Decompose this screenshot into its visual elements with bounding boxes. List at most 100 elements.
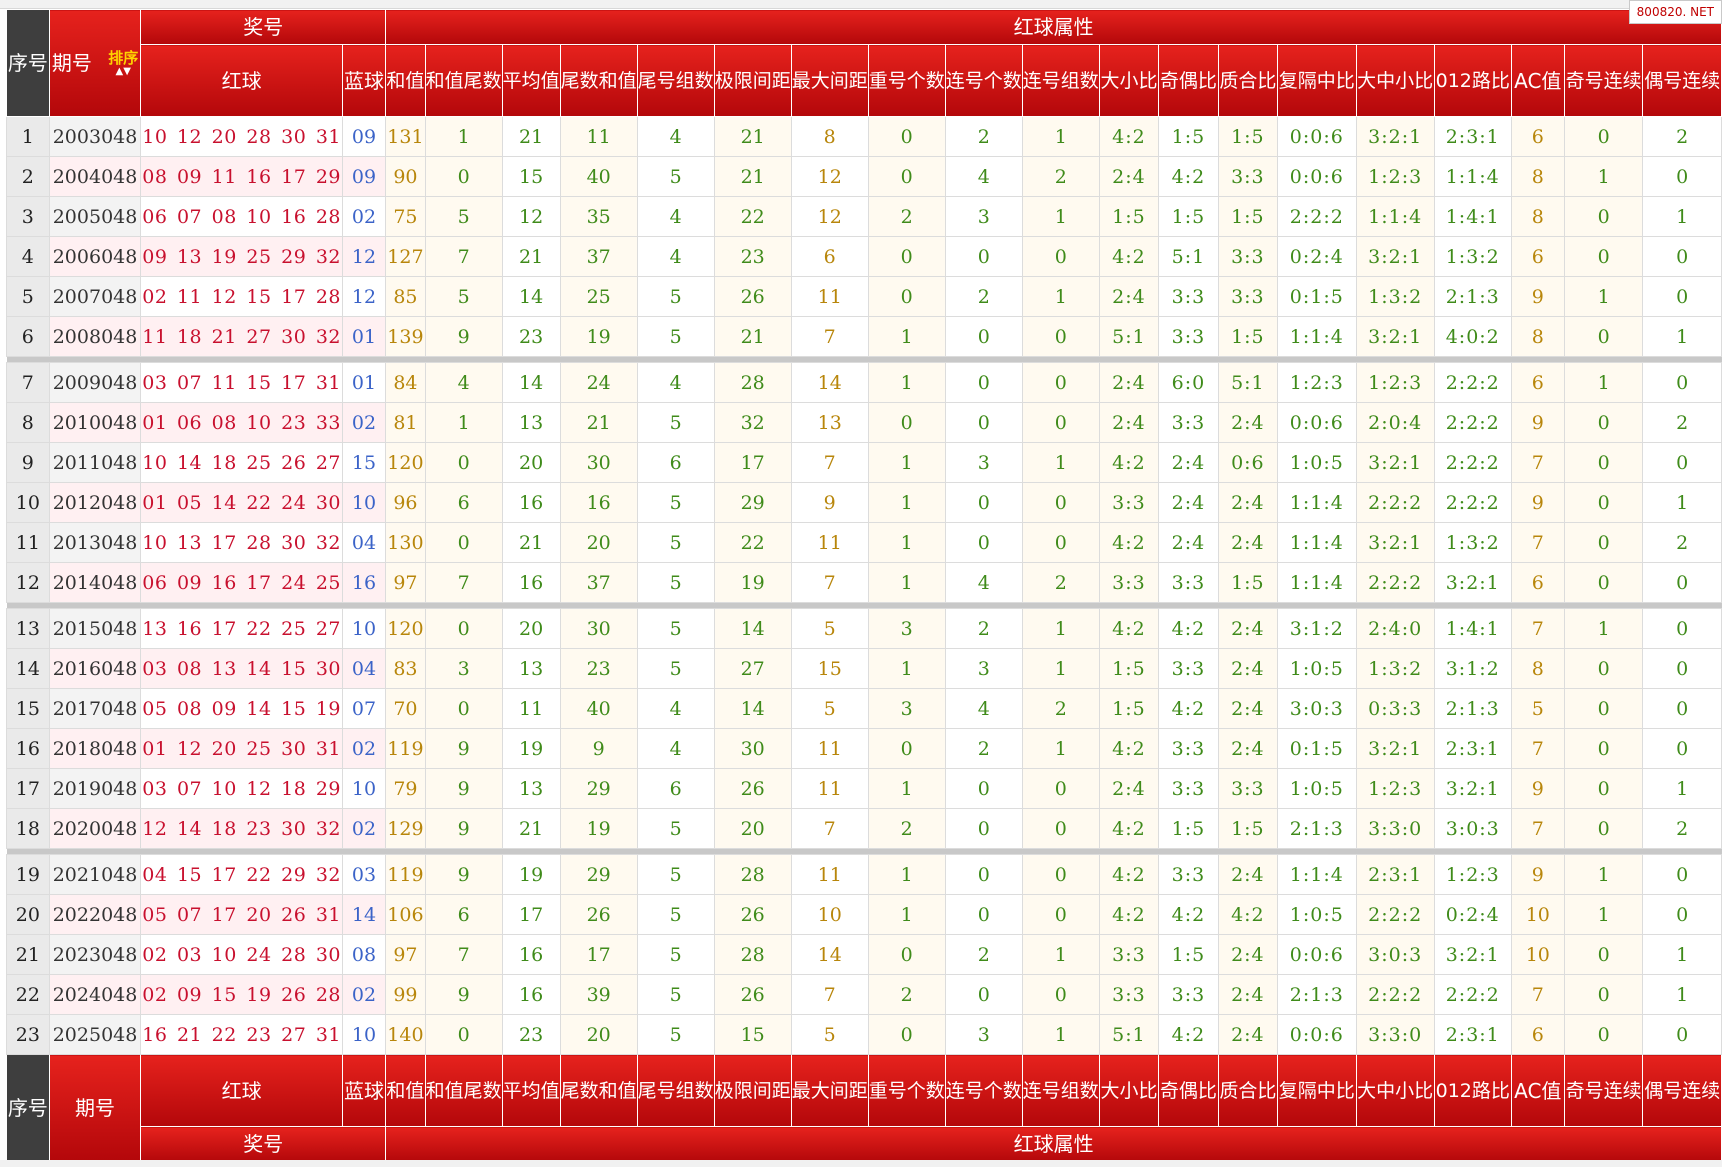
odd-consec-cell: 1 — [1563, 608, 1644, 649]
repeat-count-cell: 1 — [867, 522, 946, 563]
consec-groups-cell: 1 — [1021, 934, 1100, 975]
big-small-cell: 3:3 — [1098, 562, 1160, 603]
odd-consec-cell: 0 — [1563, 236, 1644, 277]
issue-cell: 2022048 — [48, 894, 142, 935]
red-balls-cell: 10 13 17 28 30 32 — [140, 522, 343, 563]
prime-composite-cell: 3:3 — [1217, 768, 1279, 809]
footer-col: 和值尾数 — [424, 1054, 503, 1127]
repeat-count-cell: 2 — [867, 808, 946, 849]
red-balls-cell: 10 14 18 25 26 27 — [140, 442, 343, 483]
header-red-ball: 红球 — [140, 44, 343, 117]
even-consec-cell: 0 — [1642, 648, 1722, 689]
issue-cell: 2015048 — [48, 608, 142, 649]
group-separator-cell — [6, 848, 1722, 855]
rep-gap-mid-cell: 2:2:2 — [1277, 196, 1357, 237]
sum-tail-cell: 7 — [424, 562, 503, 603]
max-gap-cell: 7 — [790, 442, 869, 483]
prime-composite-cell: 2:4 — [1217, 402, 1279, 443]
tail-sum-cell: 40 — [559, 156, 638, 197]
header-col: 偶号连续 — [1642, 44, 1722, 117]
span-cell: 14 — [713, 608, 792, 649]
big-small-cell: 4:2 — [1098, 608, 1160, 649]
red-balls-cell: 12 14 18 23 30 32 — [140, 808, 343, 849]
sort-control[interactable]: 排序 ▲▼ — [108, 50, 138, 79]
max-gap-cell: 7 — [790, 808, 869, 849]
sum-cell: 83 — [385, 648, 426, 689]
ac-value-cell: 9 — [1510, 402, 1565, 443]
repeat-count-cell: 0 — [867, 116, 946, 157]
big-mid-small-cell: 3:0:3 — [1355, 934, 1435, 975]
blue-ball-cell: 12 — [341, 236, 387, 277]
consec-count-cell: 0 — [944, 894, 1023, 935]
footer-red-attr: 红球属性 — [385, 1126, 1722, 1162]
span-cell: 28 — [713, 934, 792, 975]
odd-even-cell: 5:1 — [1158, 236, 1219, 277]
odd-consec-cell: 1 — [1563, 854, 1644, 895]
consec-count-cell: 3 — [944, 648, 1023, 689]
header-col: 连号个数 — [944, 44, 1023, 117]
even-consec-cell: 1 — [1642, 974, 1722, 1015]
ac-value-cell: 10 — [1510, 934, 1565, 975]
odd-even-cell: 4:2 — [1158, 608, 1219, 649]
average-cell: 13 — [501, 402, 561, 443]
route-012-cell: 0:2:4 — [1433, 894, 1512, 935]
footer-seq: 序号 — [6, 1054, 50, 1162]
footer-col: 连号个数 — [944, 1054, 1023, 1127]
blue-ball-cell: 01 — [341, 316, 387, 357]
big-mid-small-cell: 0:3:3 — [1355, 688, 1435, 729]
issue-cell: 2017048 — [48, 688, 142, 729]
prime-composite-cell: 2:4 — [1217, 522, 1279, 563]
table-row: 19 2021048 04 15 17 22 29 32 03 119 9 19 29 5 28 1… — [6, 854, 1722, 895]
seq-cell: 21 — [6, 934, 50, 975]
odd-consec-cell: 0 — [1563, 1014, 1644, 1055]
route-012-cell: 1:2:3 — [1433, 854, 1512, 895]
sum-cell: 106 — [385, 894, 426, 935]
big-small-cell: 2:4 — [1098, 156, 1160, 197]
ac-value-cell: 7 — [1510, 442, 1565, 483]
header-issue: 期号 — [51, 51, 92, 75]
tail-groups-cell: 4 — [636, 728, 715, 769]
route-012-cell: 2:2:2 — [1433, 402, 1512, 443]
tail-sum-cell: 21 — [559, 402, 638, 443]
odd-consec-cell: 0 — [1563, 316, 1644, 357]
issue-cell: 2023048 — [48, 934, 142, 975]
table-row: 23 2025048 16 21 22 23 27 31 10 140 0 23 20 5 15 5… — [6, 1014, 1722, 1055]
footer-col: 平均值 — [501, 1054, 561, 1127]
odd-consec-cell: 1 — [1563, 362, 1644, 403]
tail-groups-cell: 5 — [636, 402, 715, 443]
consec-count-cell: 4 — [944, 562, 1023, 603]
tail-sum-cell: 37 — [559, 562, 638, 603]
sum-cell: 84 — [385, 362, 426, 403]
odd-even-cell: 2:4 — [1158, 442, 1219, 483]
sort-arrows-icon[interactable]: ▲▼ — [115, 65, 131, 77]
average-cell: 15 — [501, 156, 561, 197]
rep-gap-mid-cell: 0:1:5 — [1277, 276, 1357, 317]
ac-value-cell: 8 — [1510, 648, 1565, 689]
route-012-cell: 3:0:3 — [1433, 808, 1512, 849]
rep-gap-mid-cell: 0:1:5 — [1277, 728, 1357, 769]
blue-ball-cell: 02 — [341, 402, 387, 443]
span-cell: 23 — [713, 236, 792, 277]
tail-groups-cell: 5 — [636, 854, 715, 895]
footer-col: 奇偶比 — [1158, 1054, 1219, 1127]
header-col: 尾号组数 — [636, 44, 715, 117]
seq-cell: 9 — [6, 442, 50, 483]
issue-cell: 2012048 — [48, 482, 142, 523]
table-row: 18 2020048 12 14 18 23 30 32 02 129 9 21 19 5 20 7… — [6, 808, 1722, 849]
average-cell: 16 — [501, 974, 561, 1015]
issue-cell: 2021048 — [48, 854, 142, 895]
ac-value-cell: 6 — [1510, 562, 1565, 603]
ac-value-cell: 9 — [1510, 276, 1565, 317]
table-row: 4 2006048 09 13 19 25 29 32 12 127 7 21 37 4 23 6 0… — [6, 236, 1722, 277]
odd-consec-cell: 0 — [1563, 808, 1644, 849]
max-gap-cell: 13 — [790, 402, 869, 443]
ac-value-cell: 8 — [1510, 316, 1565, 357]
footer-col: AC值 — [1510, 1054, 1565, 1127]
span-cell: 21 — [713, 156, 792, 197]
seq-cell: 11 — [6, 522, 50, 563]
sum-tail-cell: 0 — [424, 156, 503, 197]
route-012-cell: 2:3:1 — [1433, 728, 1512, 769]
big-mid-small-cell: 1:2:3 — [1355, 768, 1435, 809]
header-issue-sort[interactable]: 期号 排序 ▲▼ — [48, 9, 142, 117]
blue-ball-cell: 02 — [341, 808, 387, 849]
